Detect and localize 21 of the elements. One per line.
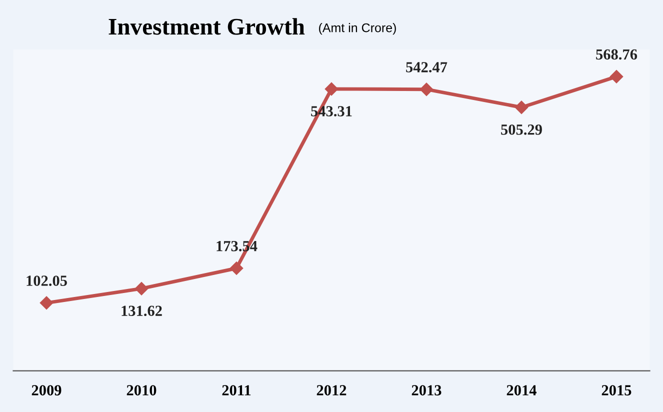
x-tick-label: 2010 (126, 385, 156, 396)
x-tick-label: 2011 (222, 385, 251, 396)
data-label: 131.62 (122, 306, 162, 316)
point (40, 296, 54, 310)
point (514, 100, 528, 114)
x-tick-label: 2012 (316, 385, 346, 396)
chart-subtitle: (Amt in Crore) (319, 23, 396, 35)
data-label: 568.76 (596, 49, 638, 60)
point (420, 82, 434, 96)
x-tick-label: 2014 (506, 385, 536, 396)
x-tick-label: 2009 (32, 385, 62, 396)
point (230, 262, 244, 275)
data-label: 505.29 (501, 124, 542, 135)
x-tick-label: 2015 (602, 385, 632, 396)
point (324, 82, 338, 96)
point (610, 70, 624, 84)
chart-title: Investment Growth (108, 18, 305, 35)
x-tick-label: 2013 (412, 385, 442, 396)
data-label: 102.05 (26, 276, 67, 286)
data-label: 542.47 (406, 62, 448, 72)
point (134, 282, 148, 296)
